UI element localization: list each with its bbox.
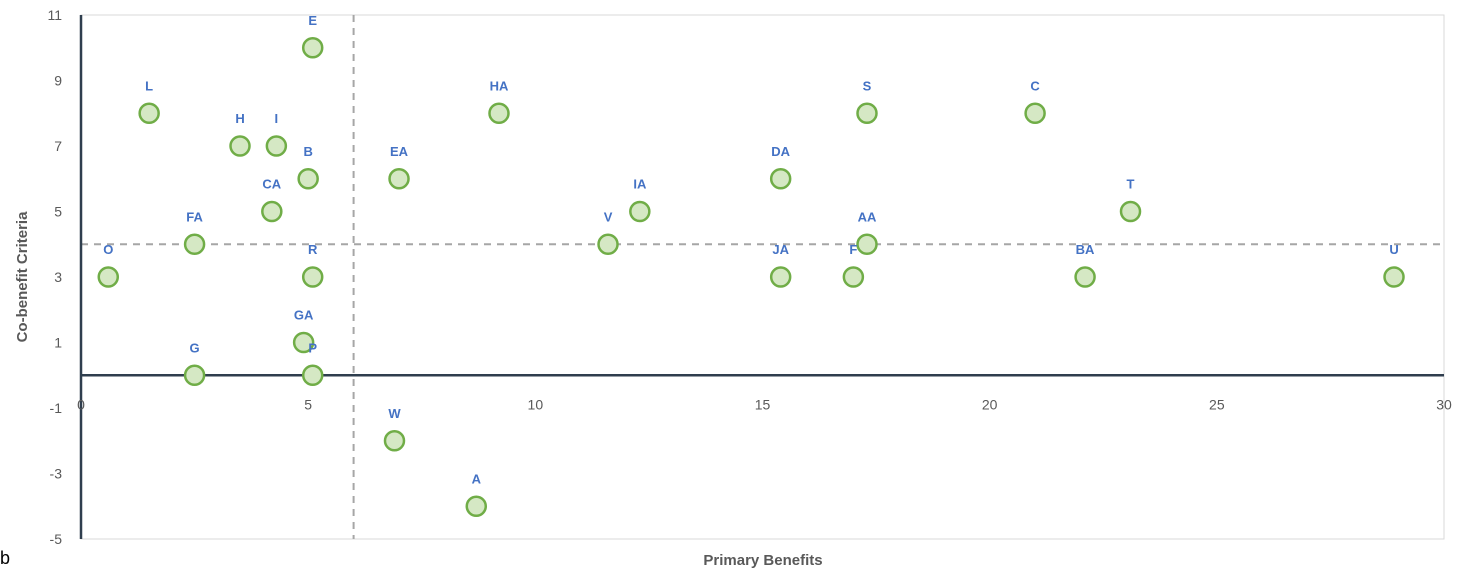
y-tick-label: 11 bbox=[47, 7, 62, 23]
data-point-marker bbox=[1119, 200, 1142, 223]
data-point-label: S bbox=[863, 78, 872, 93]
data-point-label: H bbox=[235, 111, 244, 126]
data-point-marker bbox=[465, 495, 488, 517]
x-tick-label: 30 bbox=[1436, 396, 1452, 412]
data-point-marker bbox=[292, 331, 315, 354]
data-point-marker bbox=[769, 266, 792, 288]
data-point-marker bbox=[138, 102, 160, 124]
data-point-label: BA bbox=[1076, 242, 1095, 257]
data-point-marker bbox=[856, 102, 878, 124]
x-tick-label: 25 bbox=[1209, 396, 1225, 412]
data-point-marker bbox=[388, 168, 410, 190]
data-point-marker bbox=[261, 200, 283, 223]
data-point-marker bbox=[856, 233, 878, 255]
data-point-label: B bbox=[303, 144, 312, 159]
y-tick-label: -1 bbox=[50, 400, 63, 416]
data-point-label: GA bbox=[294, 308, 314, 323]
data-point-marker bbox=[1383, 266, 1405, 288]
data-point-label: IA bbox=[633, 177, 647, 192]
x-tick-label: 20 bbox=[982, 396, 998, 412]
data-point-label: U bbox=[1389, 242, 1398, 257]
figure-corner-mark: b bbox=[0, 548, 11, 568]
data-point-label: L bbox=[145, 78, 153, 93]
data-point-marker bbox=[229, 135, 251, 157]
x-tick-labels: 0 5 10 15 20 25 30 bbox=[77, 396, 1452, 412]
data-point-marker bbox=[1024, 102, 1046, 124]
data-point-label: T bbox=[1127, 177, 1135, 192]
data-point-marker bbox=[597, 233, 619, 255]
x-tick-label: 0 bbox=[77, 396, 85, 412]
data-point-label: I bbox=[275, 111, 279, 126]
data-point-marker bbox=[769, 168, 792, 190]
y-tick-label: 3 bbox=[54, 269, 62, 285]
data-point-marker bbox=[301, 266, 324, 288]
y-tick-label: 1 bbox=[54, 335, 62, 351]
data-point-label: R bbox=[308, 242, 318, 257]
data-point-label: P bbox=[308, 340, 317, 355]
x-tick-label: 5 bbox=[304, 396, 312, 412]
x-tick-label: 10 bbox=[528, 396, 544, 412]
data-point-label: CA bbox=[262, 177, 281, 192]
data-point-label: O bbox=[103, 242, 113, 257]
data-point-marker bbox=[629, 200, 651, 223]
data-point-label: V bbox=[604, 209, 613, 224]
data-point-marker bbox=[97, 266, 120, 288]
data-point-label: F bbox=[849, 242, 857, 257]
data-point-label: C bbox=[1030, 78, 1040, 93]
data-point-marker bbox=[301, 37, 324, 59]
data-point-label: DA bbox=[771, 144, 790, 159]
data-point-marker bbox=[488, 102, 510, 124]
y-tick-label: -5 bbox=[50, 531, 63, 547]
data-point-marker bbox=[1074, 266, 1096, 288]
data-point-label: A bbox=[472, 471, 482, 486]
x-axis-title: Primary Benefits bbox=[703, 552, 822, 569]
y-tick-label: -3 bbox=[50, 466, 63, 482]
data-point-label: HA bbox=[490, 78, 509, 93]
y-tick-label: 7 bbox=[54, 138, 62, 154]
data-point-marker bbox=[301, 364, 324, 386]
data-point-label: JA bbox=[772, 242, 789, 257]
data-point-label: EA bbox=[390, 144, 409, 159]
data-points: E L HA S C H I B EA DA CA IA T FA V AA O R JA F BA U GA G P W A bbox=[97, 13, 1405, 517]
data-point-marker bbox=[383, 430, 406, 452]
y-tick-label: 9 bbox=[54, 73, 62, 89]
data-point-marker bbox=[842, 266, 865, 288]
data-point-marker bbox=[265, 135, 288, 157]
data-point-label: G bbox=[190, 340, 200, 355]
data-point-label: FA bbox=[186, 209, 203, 224]
data-point-label: W bbox=[388, 406, 401, 421]
plot-area bbox=[80, 14, 1445, 540]
reference-lines bbox=[81, 15, 1444, 539]
y-tick-label: 5 bbox=[54, 204, 62, 220]
data-point-marker bbox=[183, 364, 206, 386]
y-axis-title: Co-benefit Criteria bbox=[14, 211, 31, 343]
y-tick-labels: -5 -3 -1 1 3 5 7 9 11 bbox=[47, 7, 62, 547]
data-point-label: AA bbox=[858, 209, 877, 224]
x-tick-label: 15 bbox=[755, 396, 771, 412]
data-point-marker bbox=[297, 168, 319, 190]
data-point-label: E bbox=[308, 13, 317, 28]
data-point-marker bbox=[183, 233, 206, 255]
